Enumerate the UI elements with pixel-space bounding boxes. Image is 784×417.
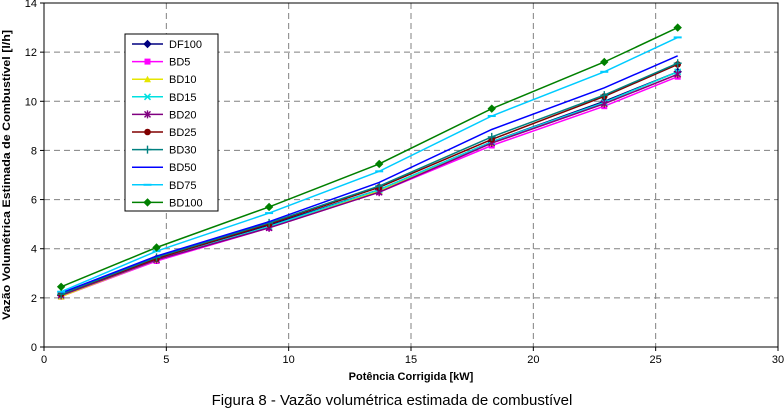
- legend-item-bd10: BD10: [132, 74, 197, 86]
- legend-item-bd30: BD30: [132, 145, 197, 157]
- legend-label: BD5: [169, 57, 190, 69]
- legend-label: BD75: [169, 180, 197, 192]
- legend-item-bd15: BD15: [132, 92, 197, 104]
- legend-item-bd25: BD25: [132, 127, 197, 139]
- data-point: [600, 91, 609, 100]
- legend-marker: [143, 39, 152, 49]
- data-point: [673, 59, 682, 68]
- legend-marker: [144, 110, 151, 119]
- y-axis-ticks: 0 2 4 6 8 10 12 14: [25, 0, 44, 354]
- y-tick-label: 4: [31, 244, 37, 256]
- x-tick-label: 30: [772, 354, 784, 366]
- x-tick-label: 5: [163, 354, 169, 366]
- legend-marker: [143, 93, 152, 101]
- legend-label: BD50: [169, 162, 197, 174]
- data-point: [487, 104, 496, 113]
- data-point: [152, 243, 161, 252]
- data-point: [600, 57, 609, 67]
- data-point: [600, 99, 608, 108]
- data-point: [375, 182, 384, 191]
- line-chart: 0 5 10 15 20 25 30 0 2 4 6 8 10 12 14 Potência Corrig…: [1, 0, 784, 383]
- legend-item-bd100: BD100: [132, 197, 203, 209]
- y-tick-label: 14: [25, 0, 37, 10]
- series-group: [56, 23, 682, 300]
- y-tick-label: 0: [31, 342, 37, 354]
- data-point: [56, 282, 66, 292]
- series-bd50: [60, 55, 678, 294]
- legend: DF100 BD5 BD10 BD15 BD20 BD25 BD30 BD50 BD75 BD10…: [124, 33, 219, 212]
- legend-marker: [143, 145, 152, 154]
- legend-item-bd75: BD75: [132, 180, 197, 192]
- series-line-bd50: [60, 55, 678, 294]
- legend-item-bd50: BD50: [132, 162, 197, 174]
- y-tick-label: 10: [25, 96, 37, 108]
- x-tick-label: 20: [527, 354, 539, 366]
- legend-label: BD10: [169, 74, 197, 86]
- legend-label: DF100: [169, 39, 202, 51]
- legend-item-bd5: BD5: [132, 57, 190, 69]
- y-tick-label: 6: [31, 195, 37, 207]
- legend-item-bd20: BD20: [132, 109, 197, 121]
- legend-marker: [144, 58, 151, 65]
- legend-item-df100: DF100: [132, 39, 202, 51]
- data-point: [487, 132, 496, 141]
- legend-label: BD20: [169, 109, 197, 121]
- legend-marker: [144, 75, 151, 83]
- x-tick-label: 10: [283, 354, 295, 366]
- y-tick-label: 8: [31, 145, 37, 157]
- legend-label: BD30: [169, 145, 197, 157]
- y-axis-title: Vazão Volumétrica Estimada de Combustíve…: [1, 30, 13, 320]
- legend-label: BD15: [169, 92, 197, 104]
- legend-marker: [143, 198, 152, 207]
- data-point: [264, 202, 274, 212]
- y-tick-label: 12: [25, 47, 37, 59]
- x-axis-title: Potência Corrigida [kW]: [349, 371, 474, 383]
- series-bd100: [56, 23, 682, 292]
- legend-label: BD25: [169, 127, 197, 139]
- data-point: [674, 70, 682, 79]
- data-point: [374, 159, 384, 169]
- data-point: [673, 23, 682, 32]
- legend-label: BD100: [169, 197, 203, 209]
- series-bd30: [57, 59, 682, 299]
- x-tick-label: 25: [650, 354, 662, 366]
- x-tick-label: 0: [41, 354, 47, 366]
- figure-caption: Figura 8 - Vazão volumétrica estimada de…: [211, 392, 573, 409]
- x-axis-ticks: 0 5 10 15 20 25 30: [41, 347, 784, 366]
- y-tick-label: 2: [31, 293, 37, 305]
- legend-box: [124, 33, 219, 212]
- legend-marker: [144, 128, 151, 136]
- x-tick-label: 15: [405, 354, 417, 366]
